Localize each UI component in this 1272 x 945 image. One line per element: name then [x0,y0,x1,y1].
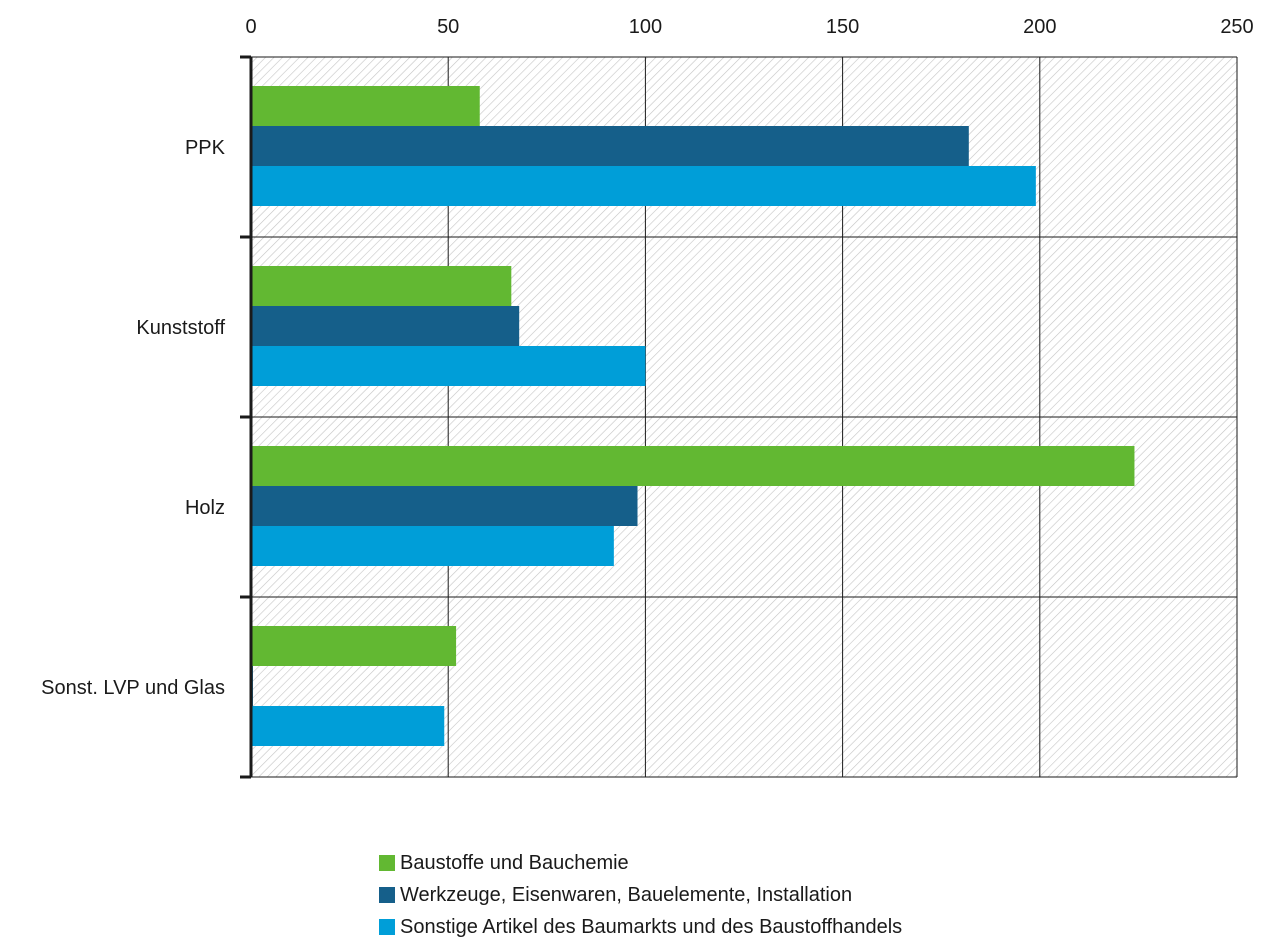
bar-1-1 [251,306,520,346]
axes [240,55,253,779]
legend-item-2: Sonstige Artikel des Baumarkts und des B… [379,911,902,943]
legend-swatch-0 [379,855,395,871]
legend-label-1: Werkzeuge, Eisenwaren, Bauelemente, Inst… [400,883,853,906]
x-tick-labels: 0 50 100 150 200 250 [245,16,1253,38]
bar-2-1 [251,486,638,526]
legend-item-0: Baustoffe und Bauchemie [379,847,902,879]
category-label-0: PPK [185,137,226,159]
legend: Baustoffe und Bauchemie Werkzeuge, Eisen… [379,847,902,943]
x-tick-label-0: 0 [245,16,256,38]
bar-chart: 0 50 100 150 200 250 PPK Kunststoff Holz Sonst. … [41,16,1254,779]
x-tick-label-1: 50 [437,16,459,38]
legend-item-1: Werkzeuge, Eisenwaren, Bauelemente, Inst… [379,879,902,911]
bar-3-0 [251,626,457,666]
legend-label-0: Baustoffe und Bauchemie [400,851,629,874]
bar-2-0 [251,446,1135,486]
bars [251,86,1135,746]
bar-3-2 [251,706,445,746]
bar-1-2 [251,346,646,386]
legend-swatch-1 [379,887,395,903]
x-tick-label-2: 100 [629,16,662,38]
bar-0-2 [251,166,1036,206]
x-tick-label-4: 200 [1023,16,1056,38]
bar-2-2 [251,526,614,566]
category-label-1: Kunststoff [136,317,225,339]
bar-0-0 [251,86,480,126]
category-labels: PPK Kunststoff Holz Sonst. LVP und Glas [41,137,225,699]
bar-1-0 [251,266,512,306]
x-tick-label-3: 150 [826,16,859,38]
category-label-2: Holz [185,497,225,519]
x-tick-label-5: 250 [1220,16,1253,38]
category-label-3: Sonst. LVP und Glas [41,677,225,699]
legend-label-2: Sonstige Artikel des Baumarkts und des B… [400,915,903,938]
bar-0-1 [251,126,969,166]
legend-swatch-2 [379,919,395,935]
